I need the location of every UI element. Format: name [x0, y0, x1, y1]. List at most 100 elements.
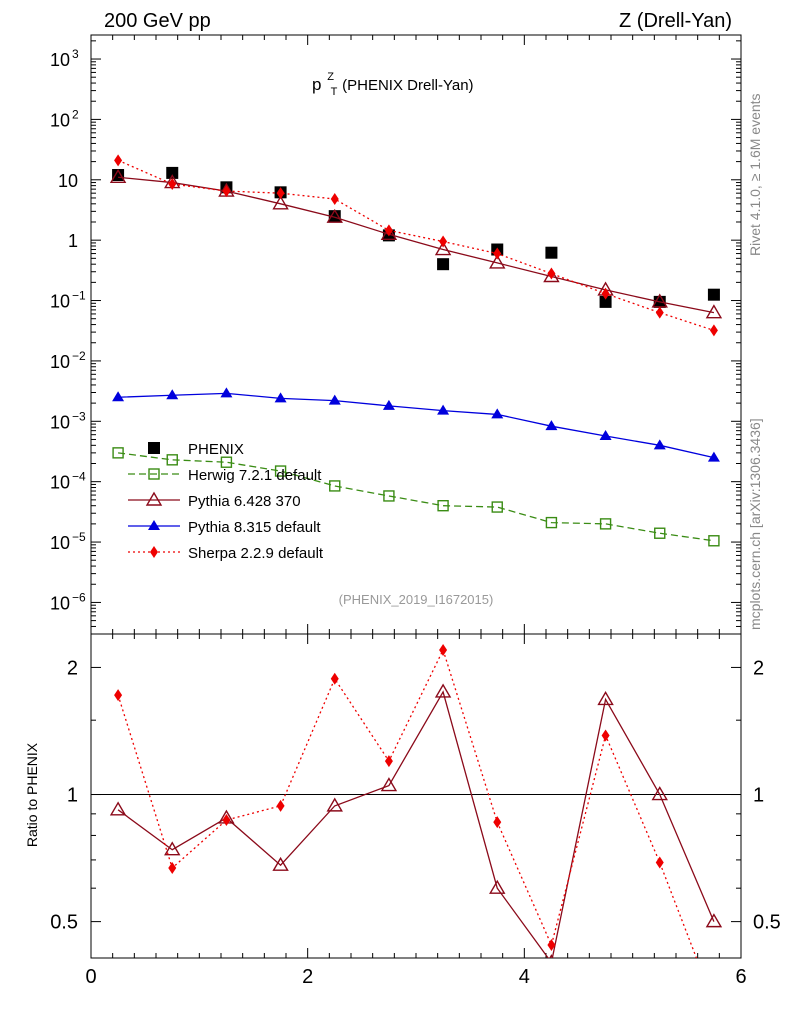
- y-tick-label-exp: −2: [72, 349, 86, 363]
- data-point-pythia6: [434, 241, 452, 256]
- series-pythia8: [112, 387, 720, 462]
- data-point-phenix: [707, 288, 720, 301]
- legend-marker-pythia6: [145, 491, 163, 506]
- ratio-y-tick-label-right: 2: [753, 657, 764, 679]
- data-point-herwig: [491, 501, 503, 513]
- legend-marker-phenix: [148, 442, 160, 454]
- ratio-point-sherpa: [493, 816, 502, 829]
- data-point-herwig: [329, 480, 341, 492]
- data-point-sherpa: [709, 324, 718, 337]
- data-point-phenix: [437, 258, 450, 271]
- y-tick-label: 10: [50, 533, 70, 553]
- ratio-point-sherpa: [276, 799, 285, 812]
- header-left: 200 GeV pp: [104, 10, 211, 32]
- data-point-pythia6: [489, 254, 506, 269]
- rivet-label: Rivet 4.1.0, ≥ 1.6M events: [747, 93, 763, 256]
- data-point-herwig: [166, 454, 178, 466]
- plot-title-rest: (PHENIX Drell-Yan): [342, 77, 473, 94]
- legend-entry-pythia8: Pythia 8.315 default: [128, 519, 321, 536]
- data-point-pythia8: [382, 399, 395, 410]
- ratio-point-pythia6: [549, 954, 554, 958]
- legend-label-phenix: PHENIX: [188, 441, 244, 458]
- legend-entry-sherpa: Sherpa 2.2.9 default: [128, 545, 324, 562]
- legend-entry-herwig: Herwig 7.2.1 default: [128, 467, 322, 484]
- mcplots-label: mcplots.cern.ch [arXiv:1306.3436]: [747, 418, 763, 630]
- ratio-plot: 0.5 0.5 1 1 2 2 0 2 4 6: [50, 633, 781, 1009]
- data-point-pythia6: [109, 168, 127, 183]
- y-tick-label-base: 1: [68, 231, 78, 251]
- ratio-point-pythia6: [326, 797, 343, 812]
- legend-label-pythia8: Pythia 8.315 default: [188, 519, 321, 536]
- ratio-point-pythia6: [380, 777, 398, 792]
- y-tick-label: 10: [50, 593, 70, 613]
- legend-marker-sherpa: [150, 546, 158, 558]
- series-line-sherpa: [117, 159, 715, 332]
- ratio-point-sherpa: [547, 939, 556, 952]
- y-tick-label-exp: −3: [72, 409, 86, 423]
- legend-marker-herwig: [148, 468, 160, 480]
- plot-title-sup: Z: [327, 71, 334, 83]
- plot-title-main: p: [312, 75, 321, 94]
- y-tick-label-base: 10: [50, 110, 70, 130]
- series-herwig: [112, 447, 720, 547]
- data-point-herwig: [708, 535, 720, 547]
- ratio-y-tick-label: 0.5: [50, 912, 78, 934]
- ratio-point-pythia6: [272, 856, 289, 871]
- legend-entry-phenix: PHENIX: [148, 441, 244, 458]
- ratio-point-pythia6: [651, 786, 668, 801]
- ratio-frame: [90, 633, 742, 959]
- x-tick-label: 6: [735, 966, 746, 988]
- ratio-point-pythia6: [434, 683, 452, 698]
- data-point-pythia8: [491, 408, 504, 419]
- data-point-pythia8: [653, 439, 666, 450]
- data-point-sherpa: [655, 306, 664, 319]
- ratio-series-pythia6: [109, 683, 723, 958]
- data-point-pythia8: [166, 389, 179, 400]
- legend-marker-pythia8: [148, 520, 160, 530]
- ratio-point-sherpa: [601, 729, 610, 742]
- y-tick-label-base: 10: [50, 412, 70, 432]
- data-point-herwig: [112, 447, 124, 459]
- data-point-sherpa: [493, 247, 502, 260]
- data-point-pythia6: [272, 195, 289, 210]
- ratio-point-sherpa: [710, 997, 718, 1009]
- data-point-pythia8: [599, 430, 612, 441]
- y-tick-label-base: 10: [50, 593, 70, 613]
- series-sherpa: [114, 154, 718, 337]
- y-tick-label-base: 10: [50, 50, 70, 70]
- legend-label-pythia6: Pythia 6.428 370: [188, 493, 301, 510]
- series-line-pythia6: [118, 176, 715, 314]
- ratio-ylabel: Ratio to PHENIX: [24, 742, 40, 847]
- legend: PHENIX Herwig 7.2.1 default Pythia 6.428 3…: [128, 441, 324, 562]
- data-point-phenix: [166, 166, 179, 179]
- y-tick-label-exp: −6: [72, 590, 86, 604]
- data-point-phenix: [328, 210, 341, 223]
- ratio-point-sherpa: [655, 856, 664, 869]
- data-point-herwig: [437, 500, 449, 512]
- ratio-point-sherpa: [330, 672, 339, 685]
- y-tick-label: 1: [68, 231, 78, 251]
- y-tick-label-base: 10: [50, 292, 70, 312]
- ratio-series-group: [109, 643, 723, 1009]
- plot-title: p Z T (PHENIX Drell-Yan): [312, 65, 474, 99]
- series-pythia6: [109, 168, 723, 319]
- header-right: Z (Drell-Yan): [619, 10, 732, 32]
- y-tick-label: 10: [50, 412, 70, 432]
- ratio-point-pythia6: [705, 913, 723, 928]
- data-point-sherpa: [114, 154, 123, 167]
- data-point-pythia8: [274, 392, 287, 403]
- data-point-pythia8: [220, 387, 233, 398]
- data-point-phenix: [599, 295, 612, 308]
- series-line-pythia8: [118, 392, 715, 459]
- data-point-herwig: [383, 490, 395, 502]
- data-point-pythia6: [326, 208, 343, 223]
- data-point-pythia6: [380, 225, 398, 241]
- ratio-point-sherpa: [439, 643, 448, 656]
- series-line-herwig: [118, 452, 715, 542]
- data-point-phenix: [545, 246, 558, 259]
- data-point-herwig: [220, 456, 233, 468]
- data-point-sherpa: [276, 187, 285, 200]
- ratio-y-tick-label: 2: [67, 657, 78, 679]
- y-tick-label-base: 10: [58, 171, 78, 191]
